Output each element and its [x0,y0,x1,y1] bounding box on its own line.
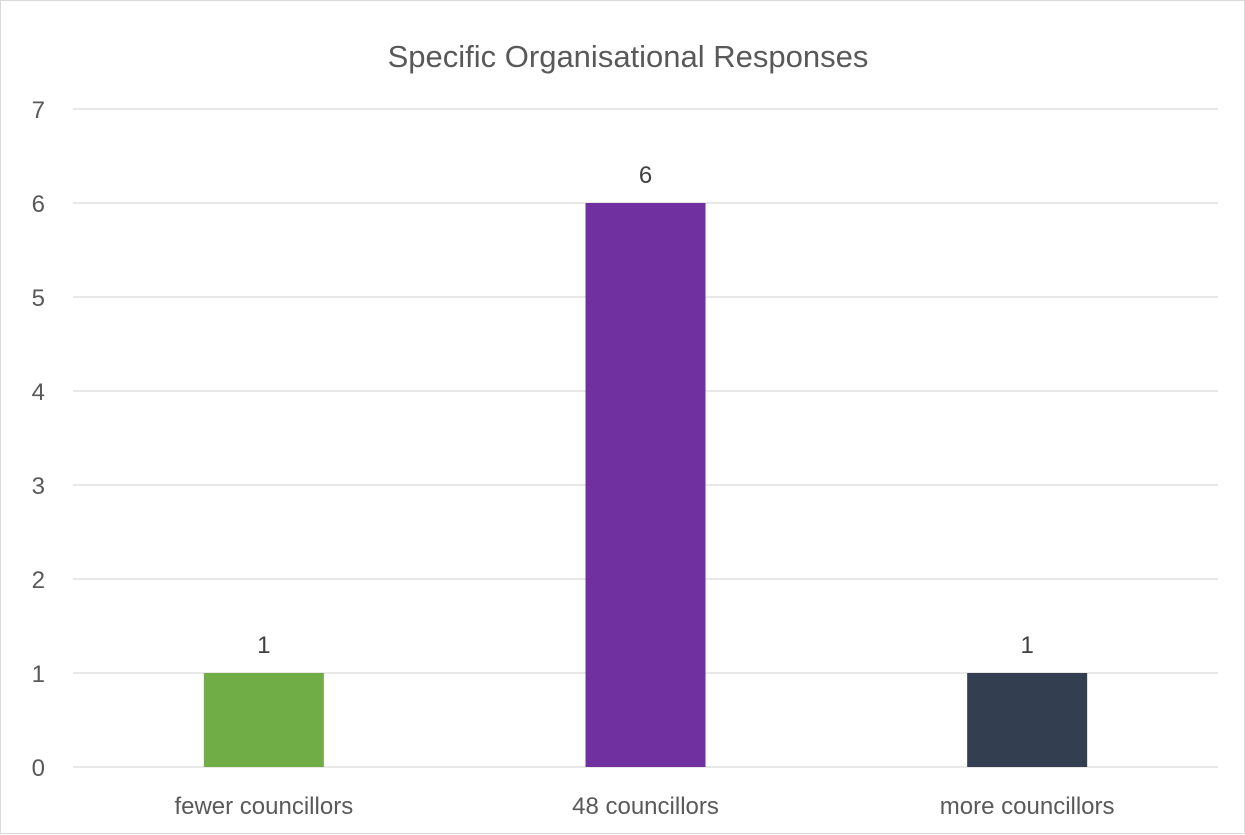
x-tick-label: 48 councillors [572,793,719,820]
x-tick-label: more councillors [940,793,1115,820]
y-tick-label: 4 [32,379,45,406]
y-tick-label: 0 [32,755,45,782]
bars [203,203,1088,767]
data-label: 6 [639,162,652,189]
x-tick-label: fewer councillors [174,793,353,820]
data-label: 1 [1020,632,1033,659]
y-tick-label: 3 [32,473,45,500]
y-axis-ticks: 0 1 2 3 4 5 6 7 [32,97,45,782]
bar [203,673,324,767]
y-tick-label: 6 [32,191,45,218]
data-label: 1 [257,632,270,659]
chart-title: Specific Organisational Responses [388,39,869,74]
bar [585,203,706,767]
y-tick-label: 7 [32,97,45,124]
bar [967,673,1088,767]
y-tick-label: 1 [32,661,45,688]
x-axis-ticks: fewer councillors 48 councillors more coun… [174,793,1114,820]
y-tick-label: 2 [32,567,45,594]
y-tick-label: 5 [32,285,45,312]
data-labels: 1 6 1 [257,162,1034,659]
